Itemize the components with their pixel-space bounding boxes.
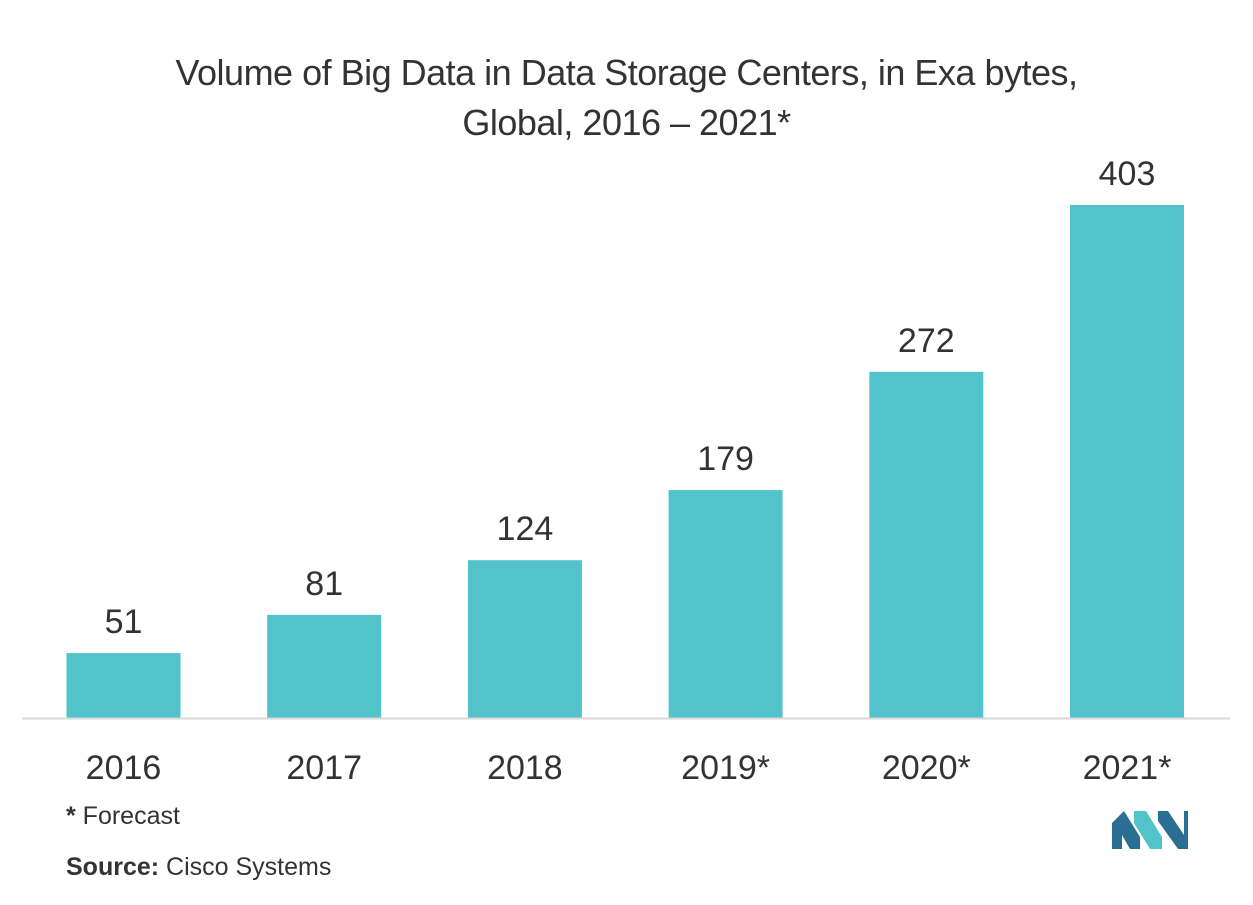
brand-logo-icon <box>1112 811 1188 849</box>
source-note: Source: Cisco Systems <box>66 853 331 882</box>
bar-2016 <box>66 653 181 718</box>
data-label-2017: 81 <box>305 565 343 603</box>
footnote-marker: * <box>66 802 76 830</box>
source-text: Cisco Systems <box>159 853 332 881</box>
data-label-2021-forecast: 403 <box>1099 155 1156 193</box>
forecast-footnote: * Forecast <box>66 802 180 831</box>
x-tick-label-2017: 2017 <box>286 749 362 787</box>
bar-2021-forecast <box>1070 205 1184 718</box>
data-label-2020-forecast: 272 <box>898 322 955 360</box>
logo-right-shape <box>1158 811 1188 849</box>
bar-2019-forecast <box>668 490 783 718</box>
x-tick-label-2018: 2018 <box>487 749 563 787</box>
bar-2020-forecast <box>869 371 984 718</box>
logo-left-shape <box>1112 811 1140 849</box>
data-label-2019-forecast: 179 <box>697 440 754 478</box>
x-tick-label-2020-forecast: 2020* <box>882 749 971 787</box>
data-label-2016: 51 <box>105 603 143 641</box>
bar-2018 <box>467 560 582 718</box>
x-tick-label-2019-forecast: 2019* <box>681 749 770 787</box>
x-tick-label-2016: 2016 <box>86 749 162 787</box>
chart-title-line-1: Volume of Big Data in Data Storage Cente… <box>175 52 1079 93</box>
data-label-2018: 124 <box>497 510 554 548</box>
chart-title: Volume of Big Data in Data Storage Cente… <box>0 48 1253 148</box>
logo-middle-shape <box>1134 811 1162 849</box>
x-tick-label-2021-forecast: 2021* <box>1083 749 1172 787</box>
footnote-text: Forecast <box>75 802 180 830</box>
chart-title-line-2: Global, 2016 – 2021* <box>462 102 791 143</box>
source-label: Source: <box>66 853 160 881</box>
bar-2017 <box>267 614 382 718</box>
